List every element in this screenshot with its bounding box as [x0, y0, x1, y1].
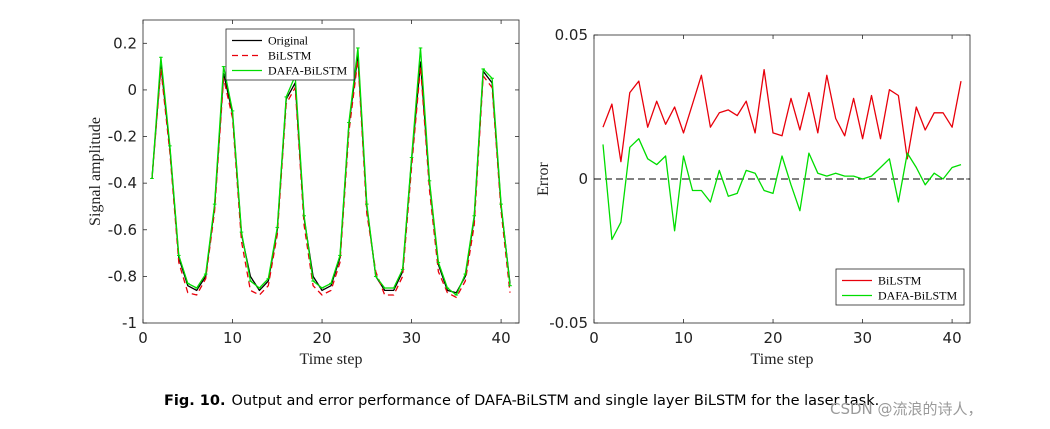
x-axis-label: Time step: [751, 351, 814, 368]
x-tick-label: 20: [764, 329, 783, 347]
y-tick-label: -0.8: [108, 267, 137, 285]
y-tick-label: 0: [578, 170, 588, 188]
series-line-bilstm: [151, 58, 511, 299]
legend-label: DAFA-BiLSTM: [268, 64, 347, 78]
x-tick-label: 30: [402, 329, 421, 347]
output-chart: 0 10 20 30 40 -1 -0.8 -0.6 -0.4 -0.2 0 0.2 Time step…: [87, 19, 520, 368]
series-line-original: [151, 54, 511, 294]
y-axis-label: Error: [535, 161, 552, 195]
y-tick-label: 0: [127, 81, 137, 99]
figure-caption-text: Output and error performance of DAFA-BiL…: [231, 393, 880, 409]
legend-label: BiLSTM: [268, 49, 312, 63]
series-line-dafa-bilstm: [151, 47, 511, 296]
y-tick-label: -0.6: [108, 221, 137, 239]
series-line-dafa-bilstm: [602, 138, 962, 241]
x-tick-label: 30: [853, 329, 872, 347]
y-tick-label: 0.05: [555, 26, 588, 44]
legend-label: BiLSTM: [878, 274, 922, 288]
x-tick-label: 10: [674, 329, 693, 347]
legend-box: [835, 268, 965, 306]
y-axis-label: Signal amplitude: [87, 117, 104, 226]
x-axis-label: Time step: [300, 351, 363, 368]
figure-panels: 0 10 20 30 40 -1 -0.8 -0.6 -0.4 -0.2 0 0.2 Time step…: [87, 19, 971, 368]
y-tick-label: -1: [122, 314, 137, 332]
y-tick-label: -0.05: [549, 314, 588, 332]
legend-label: DAFA-BiLSTM: [878, 289, 957, 303]
x-tick-label: 10: [223, 329, 242, 347]
x-tick-label: 0: [138, 329, 148, 347]
y-tick-label: -0.2: [108, 128, 137, 146]
x-tick-label: 40: [943, 329, 962, 347]
watermark: CSDN @流浪的诗人，: [830, 400, 983, 418]
legend-box: [225, 28, 355, 81]
plot-frame: [142, 19, 520, 324]
figure-caption-label: Fig. 10.: [164, 393, 226, 409]
y-tick-label: -0.4: [108, 174, 137, 192]
legend-label: Original: [268, 34, 309, 48]
x-tick-label: 0: [589, 329, 599, 347]
x-tick-label: 20: [313, 329, 332, 347]
x-tick-label: 40: [492, 329, 511, 347]
series-line-bilstm: [602, 68, 962, 163]
y-tick-label: 0.2: [113, 34, 137, 52]
figure-caption: Fig. 10. Output and error performance of …: [164, 393, 879, 409]
